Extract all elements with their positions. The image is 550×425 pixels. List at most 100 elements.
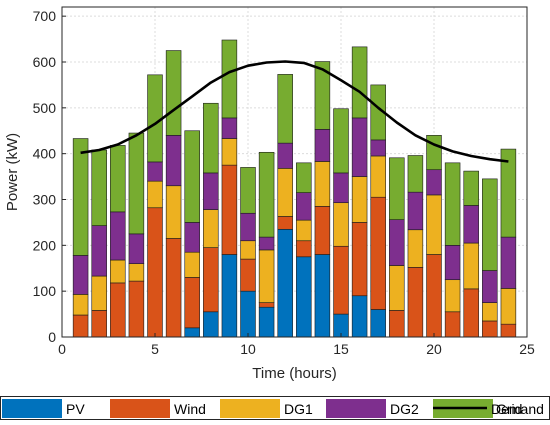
bar-wind-h14 xyxy=(314,206,331,255)
bar-wind-h10 xyxy=(240,258,256,292)
legend-swatch-dg2 xyxy=(326,399,386,418)
bar-grid-h4 xyxy=(128,132,145,235)
bar-dg1-h16 xyxy=(351,176,368,223)
bar-dg2-h3 xyxy=(110,211,126,261)
legend-swatch-dg1 xyxy=(220,399,280,418)
bar-dg2-h13 xyxy=(296,192,312,221)
bar-dg2-h7 xyxy=(184,222,200,253)
bar-dg1-h5 xyxy=(147,180,163,209)
bar-wind-h22 xyxy=(463,288,479,338)
bar-dg2-h19 xyxy=(407,191,424,231)
bar-grid-h21 xyxy=(444,162,461,246)
bar-grid-h10 xyxy=(240,167,256,214)
bar-dg2-h16 xyxy=(351,117,368,177)
bar-dg1-h24 xyxy=(500,288,517,325)
bar-dg1-h4 xyxy=(128,263,145,282)
bar-dg1-h9 xyxy=(221,138,238,166)
bar-pv-h12 xyxy=(277,228,293,338)
bar-pv-h17 xyxy=(370,309,386,338)
bar-wind-h9 xyxy=(221,164,238,255)
y-tick-label: 200 xyxy=(33,237,57,253)
bar-dg2-h12 xyxy=(277,142,293,169)
bar-wind-h6 xyxy=(165,238,182,338)
bar-wind-h8 xyxy=(203,247,219,313)
bar-wind-h2 xyxy=(91,310,107,338)
bar-dg1-h10 xyxy=(240,240,256,260)
y-tick-label: 600 xyxy=(33,54,57,70)
bar-dg1-h13 xyxy=(296,219,312,242)
bar-pv-h9 xyxy=(221,254,238,338)
x-tick-label: 15 xyxy=(333,341,349,357)
bar-dg2-h11 xyxy=(258,236,275,251)
bar-dg2-h24 xyxy=(500,236,517,289)
bar-grid-h19 xyxy=(407,155,424,193)
legend-label-wind: Wind xyxy=(174,401,206,417)
bar-wind-h17 xyxy=(370,196,386,310)
bar-dg1-h23 xyxy=(482,302,498,322)
x-tick-label: 5 xyxy=(151,341,159,357)
bar-grid-h12 xyxy=(277,74,293,144)
legend-label-pv: PV xyxy=(66,401,85,417)
bar-grid-h23 xyxy=(482,178,498,271)
bar-dg2-h8 xyxy=(203,172,219,210)
bar-wind-h21 xyxy=(444,311,461,338)
bar-dg2-h22 xyxy=(463,205,479,244)
bar-dg1-h15 xyxy=(333,202,349,247)
bar-wind-h19 xyxy=(407,267,424,338)
bar-dg1-h14 xyxy=(314,161,331,207)
bar-wind-h5 xyxy=(147,207,163,338)
bar-dg1-h17 xyxy=(370,155,386,198)
bar-dg2-h17 xyxy=(370,139,386,157)
bar-dg2-h14 xyxy=(314,129,331,162)
legend-label-dg1: DG1 xyxy=(284,401,313,417)
bar-wind-h20 xyxy=(426,254,442,338)
bar-grid-h24 xyxy=(500,148,517,238)
x-tick-label: 10 xyxy=(240,341,256,357)
legend-swatch-wind xyxy=(110,399,170,418)
demand-line xyxy=(80,60,509,163)
bar-wind-h3 xyxy=(110,282,126,338)
bar-grid-h13 xyxy=(296,162,312,193)
bar-dg1-h22 xyxy=(463,242,479,290)
legend-label-grid: Grid xyxy=(496,401,522,417)
bar-wind-h7 xyxy=(184,277,200,329)
bar-dg1-h2 xyxy=(91,275,107,311)
legend-label-dg2: DG2 xyxy=(390,401,419,417)
bar-grid-h15 xyxy=(333,108,349,174)
bar-wind-h4 xyxy=(128,280,145,338)
bar-grid-h9 xyxy=(221,39,238,119)
bar-dg2-h10 xyxy=(240,212,256,242)
bar-grid-h22 xyxy=(463,170,479,206)
bar-grid-h1 xyxy=(72,138,89,256)
bar-dg1-h19 xyxy=(407,229,424,268)
bar-wind-h1 xyxy=(72,314,89,338)
bar-dg1-h3 xyxy=(110,259,126,284)
bar-wind-h18 xyxy=(389,310,405,338)
bar-dg1-h21 xyxy=(444,279,461,313)
x-tick-label: 25 xyxy=(519,341,535,357)
bar-wind-h24 xyxy=(500,323,517,338)
bar-dg2-h20 xyxy=(426,169,442,196)
bar-dg1-h12 xyxy=(277,168,293,217)
bar-wind-h11 xyxy=(258,302,275,308)
bar-grid-h16 xyxy=(351,46,368,119)
axes-frame xyxy=(61,6,528,338)
y-tick-label: 100 xyxy=(33,283,57,299)
bar-dg2-h2 xyxy=(91,225,107,277)
x-axis-label: Time (hours) xyxy=(252,365,336,382)
bar-wind-h12 xyxy=(277,216,293,230)
bar-dg2-h4 xyxy=(128,233,145,264)
bar-grid-h18 xyxy=(389,157,405,220)
bar-wind-h16 xyxy=(351,222,368,297)
bar-wind-h23 xyxy=(482,320,498,338)
bar-dg2-h18 xyxy=(389,219,405,266)
legend-swatch-pv xyxy=(2,399,62,418)
bar-pv-h8 xyxy=(203,311,219,338)
bar-grid-h3 xyxy=(110,145,126,213)
bar-pv-h16 xyxy=(351,295,368,338)
bar-dg1-h11 xyxy=(258,249,275,303)
y-tick-label: 0 xyxy=(48,329,56,345)
y-tick-label: 400 xyxy=(33,146,57,162)
